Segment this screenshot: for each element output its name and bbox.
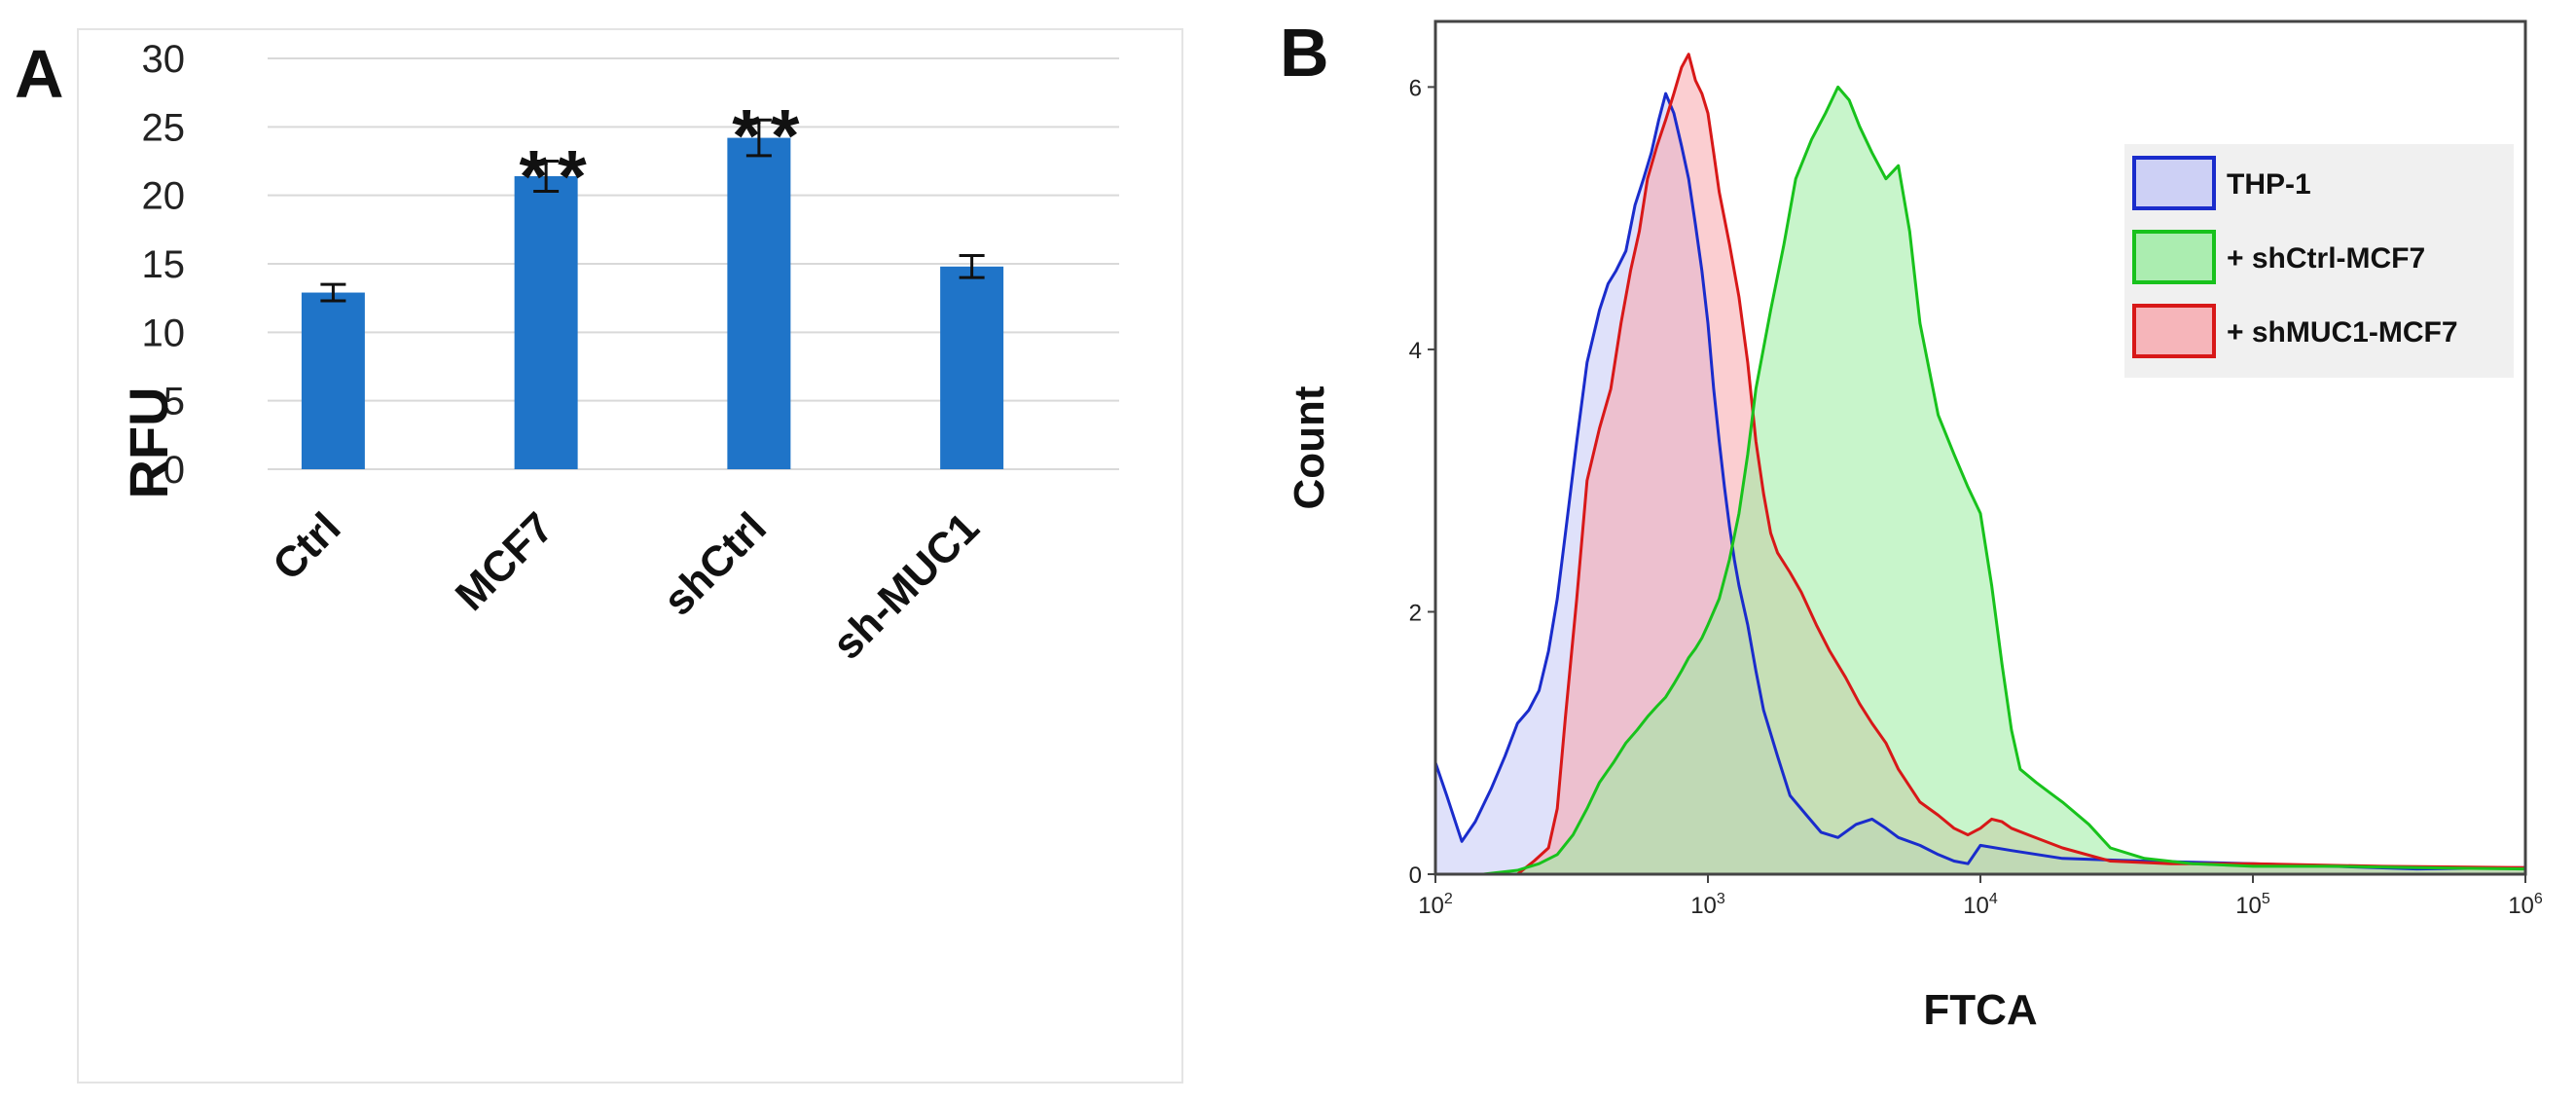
panel-b-letter: B bbox=[1280, 15, 1329, 91]
panel-b-y-ticks: 0 2 4 6 bbox=[1409, 75, 1435, 889]
legend-swatch bbox=[2132, 230, 2216, 284]
x-tick-label: 106 bbox=[2508, 891, 2543, 919]
histogram-line bbox=[1435, 85, 2526, 876]
bar bbox=[514, 175, 578, 469]
bar bbox=[727, 137, 791, 469]
y-tick-label: 30 bbox=[142, 38, 186, 81]
panel-a-error-bars bbox=[320, 118, 985, 303]
panel-a-letter: A bbox=[15, 36, 64, 112]
histogram-fill bbox=[1435, 87, 2525, 874]
bar bbox=[940, 266, 1004, 469]
histogram-line bbox=[1433, 92, 2526, 871]
y-tick-label: 20 bbox=[142, 175, 186, 218]
panel-b-legend: THP-1 + shCtrl-MCF7 + shMUC1-MCF7 bbox=[2124, 144, 2514, 378]
y-tick-label: 4 bbox=[1409, 338, 1422, 364]
legend-label: + shCtrl-MCF7 bbox=[2227, 242, 2425, 275]
significance-marker: ** bbox=[520, 136, 597, 219]
legend-swatch bbox=[2132, 156, 2216, 210]
bar bbox=[301, 292, 365, 469]
panel-a-y-axis-label: RFU bbox=[118, 386, 179, 498]
panel-a-border bbox=[77, 28, 1183, 1084]
x-tick-label: 104 bbox=[1963, 891, 1998, 919]
panel-a-y-ticks: 0 5 10 15 20 25 30 bbox=[142, 38, 186, 492]
y-tick-label: 6 bbox=[1409, 75, 1422, 101]
histogram-line bbox=[1435, 53, 2526, 876]
y-tick-label: 2 bbox=[1409, 600, 1422, 626]
panel-b-histogram-fills bbox=[1435, 54, 2525, 875]
x-tick-label: 103 bbox=[1690, 891, 1725, 919]
y-tick-label: 0 bbox=[1409, 863, 1422, 889]
y-tick-label: 10 bbox=[142, 312, 186, 354]
panel-b-histogram-outlines bbox=[1433, 53, 2526, 876]
y-tick-label: 0 bbox=[163, 449, 185, 492]
panel-a-significance: ** ** bbox=[520, 94, 809, 219]
y-tick-label: 5 bbox=[163, 381, 185, 423]
y-tick-label: 25 bbox=[142, 106, 186, 149]
panel-b-x-axis-label: FTCA bbox=[1923, 986, 2037, 1034]
x-tick-label: 102 bbox=[1418, 891, 1453, 919]
significance-marker: ** bbox=[732, 94, 809, 177]
legend-swatch bbox=[2132, 304, 2216, 358]
x-tick-label: 105 bbox=[2235, 891, 2270, 919]
panel-b-histogram: B 0 2 4 6 102 103 104 105 106 Count FTCA THP-1 +… bbox=[1280, 15, 2543, 1034]
panel-b-x-ticks: 102 103 104 105 106 bbox=[1418, 874, 2543, 919]
panel-a-bars bbox=[301, 137, 1004, 469]
legend-label: THP-1 bbox=[2227, 168, 2311, 201]
legend-label: + shMUC1-MCF7 bbox=[2227, 316, 2458, 349]
panel-b-y-axis-label: Count bbox=[1286, 386, 1333, 509]
y-tick-label: 15 bbox=[142, 243, 186, 286]
